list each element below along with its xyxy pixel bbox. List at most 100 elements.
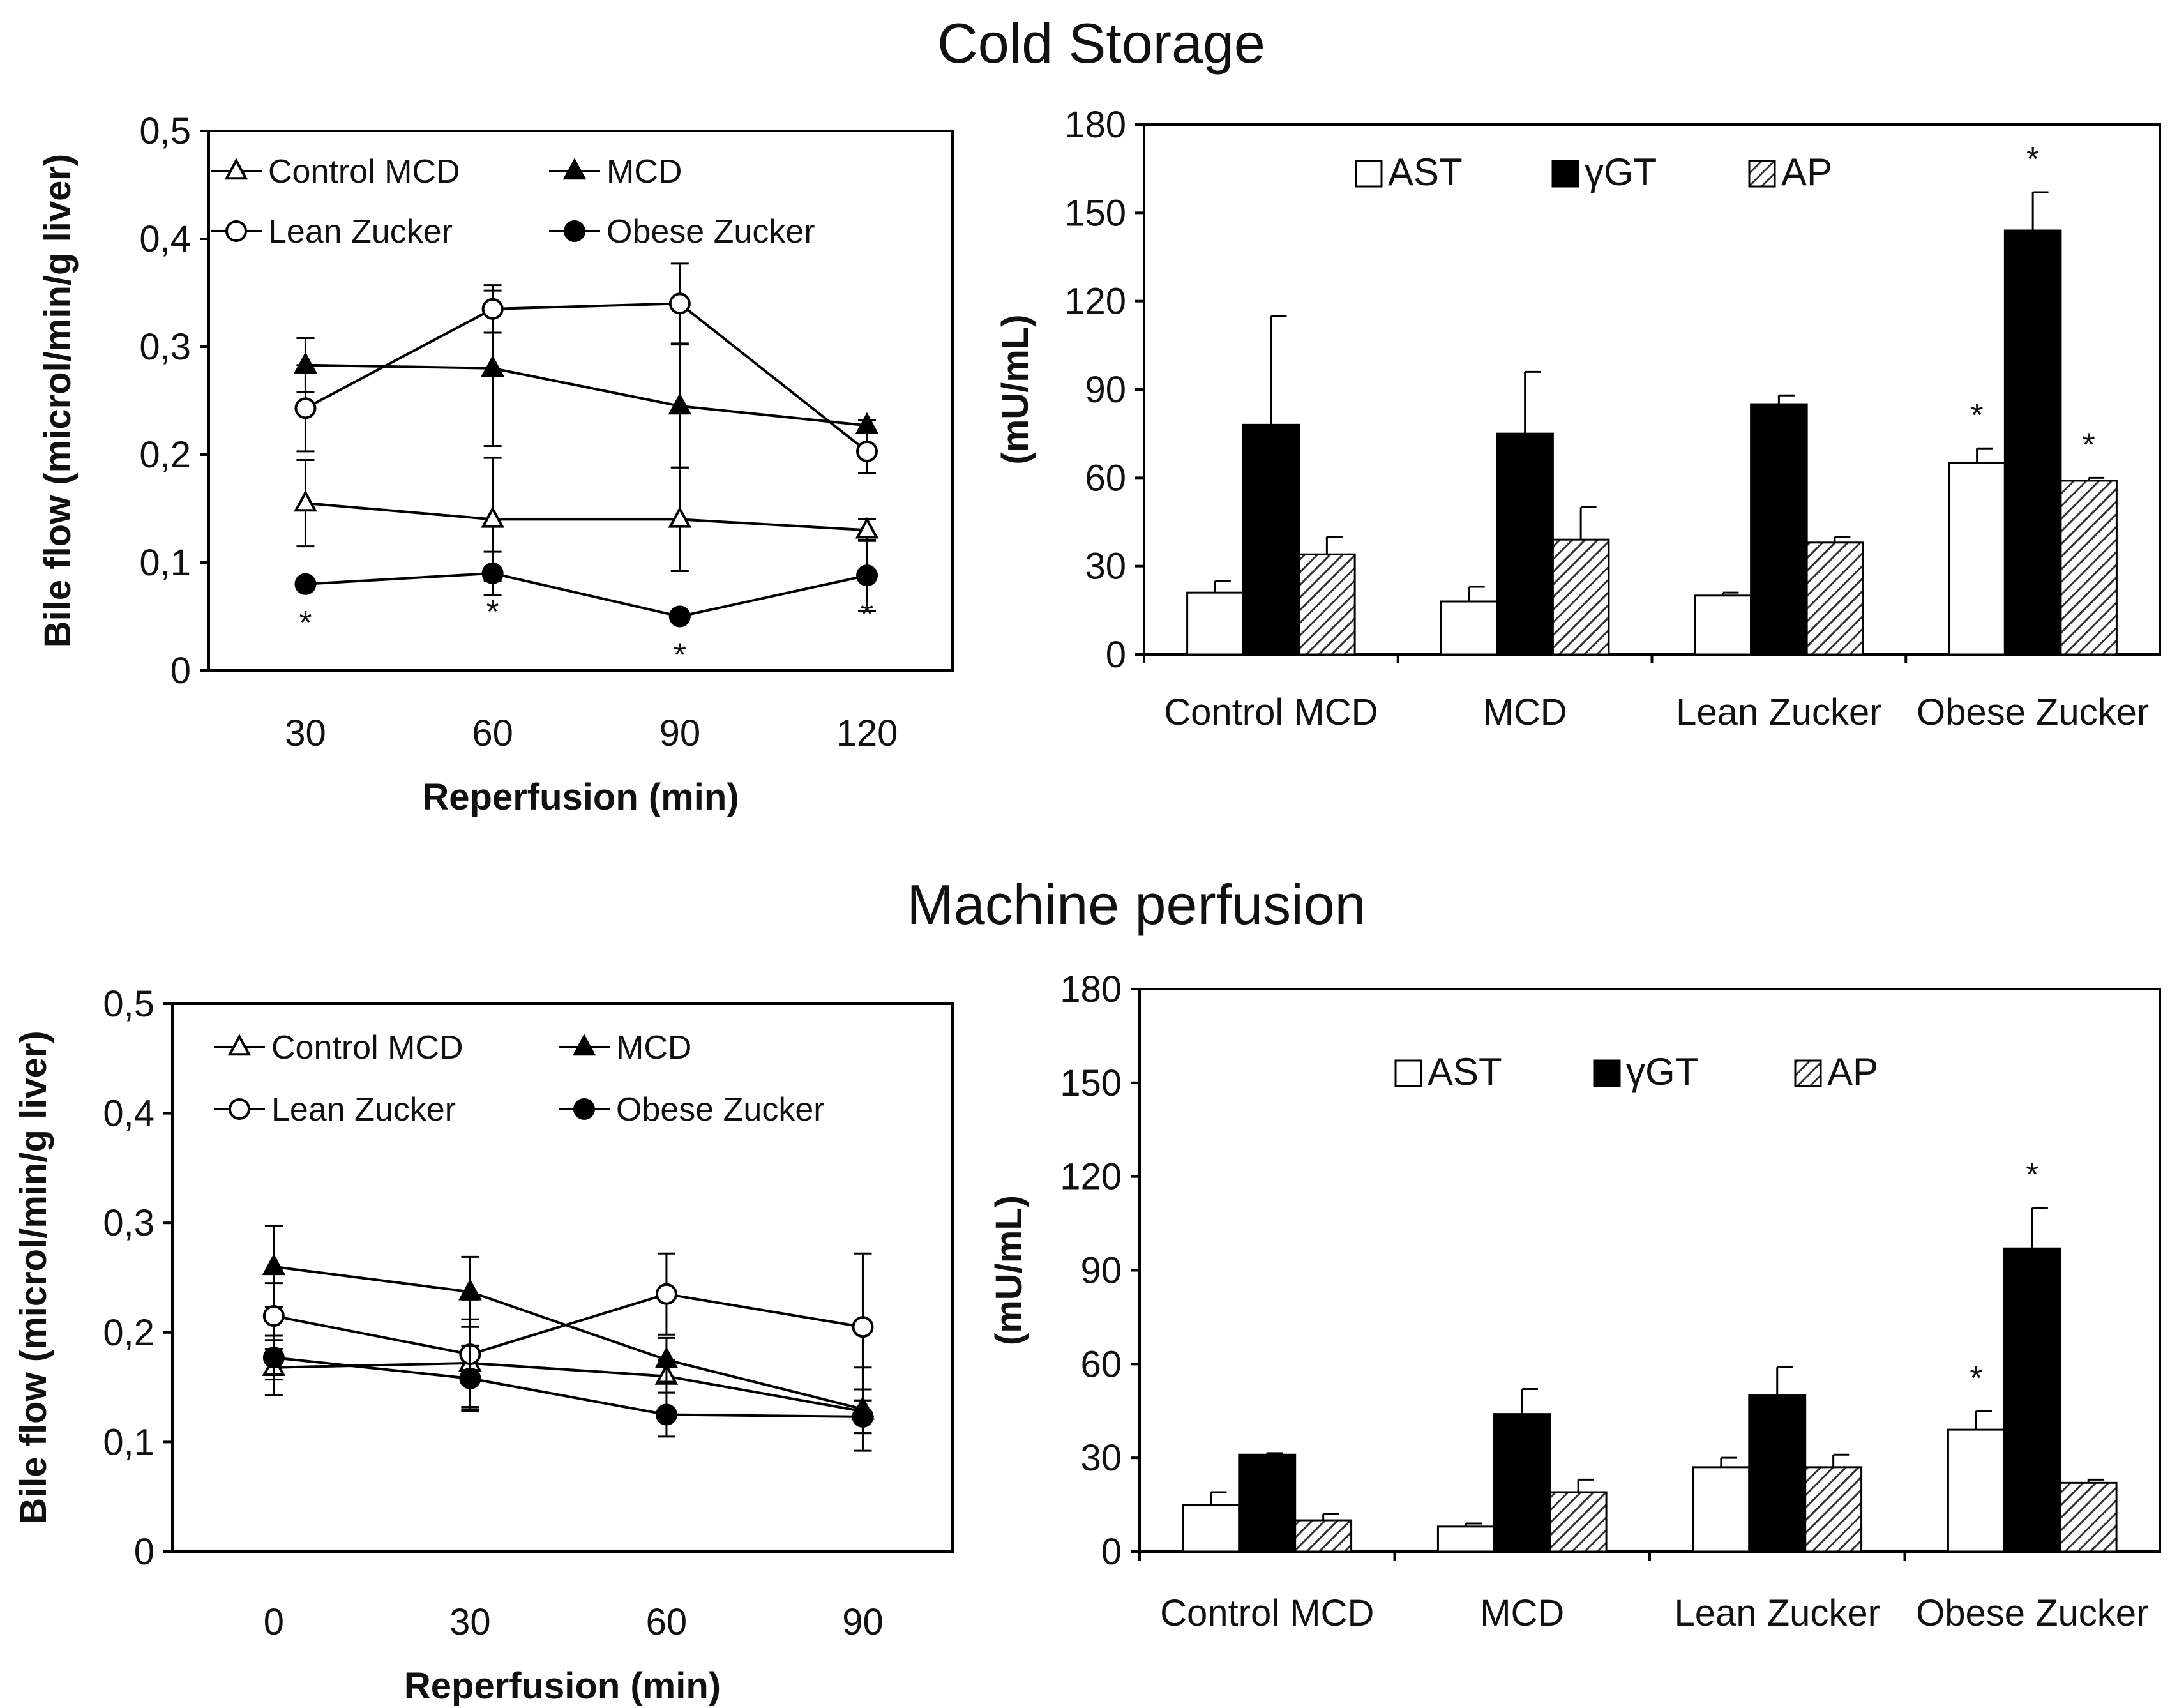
y-tick-label: 180 xyxy=(1060,969,1122,1010)
data-point-obese-zucker xyxy=(262,1347,285,1369)
legend-item-control-mcd: Control MCD xyxy=(211,153,460,190)
legend-swatch xyxy=(1551,160,1579,188)
legend-marker xyxy=(225,220,247,242)
bar-ast-mcd xyxy=(1440,600,1498,656)
bar-ggt-mcd xyxy=(1496,432,1554,656)
bar-ast-lean-zucker xyxy=(1692,1466,1751,1553)
y-tick-label: 0,2 xyxy=(103,1312,154,1354)
section-title-cold-storage: Cold Storage xyxy=(937,11,1265,75)
bar-ast-obese-zucker xyxy=(1948,462,2006,656)
legend-marker xyxy=(573,1098,595,1120)
legend-label: γGT xyxy=(1585,151,1657,193)
data-point-lean-zucker xyxy=(655,1283,677,1305)
data-point-control-mcd xyxy=(294,490,317,512)
series-lean-zucker xyxy=(294,262,878,474)
significance-star: * xyxy=(861,596,873,633)
series-line-control-mcd xyxy=(305,502,868,532)
legend-label: AP xyxy=(1827,1050,1878,1093)
legend-label: Obese Zucker xyxy=(616,1091,825,1128)
y-tick-label: 0,5 xyxy=(139,110,191,152)
y-tick-label: 30 xyxy=(1085,546,1126,587)
y-tick-label: 0 xyxy=(1106,634,1126,676)
legend-label: Control MCD xyxy=(271,1029,463,1066)
legend-swatch xyxy=(1794,1059,1822,1087)
bar-ap-lean-zucker xyxy=(1804,1466,1863,1553)
y-tick-label: 30 xyxy=(1080,1437,1122,1479)
significance-star: * xyxy=(2026,1157,2038,1194)
legend-item-mcd: MCD xyxy=(559,1029,691,1066)
series-line-mcd xyxy=(305,363,868,427)
y-tick-label: 0 xyxy=(170,650,191,692)
y-tick-label: 150 xyxy=(1060,1062,1122,1104)
bar-ast-lean-zucker xyxy=(1694,594,1752,656)
data-point-obese-zucker xyxy=(856,564,878,587)
x-tick-label: 30 xyxy=(449,1601,491,1643)
bar-ggt-obese-zucker xyxy=(2003,229,2062,656)
legend-item-control-mcd: Control MCD xyxy=(214,1029,463,1066)
bar-ggt-lean-zucker xyxy=(1750,403,1808,656)
significance-star: * xyxy=(486,594,499,631)
y-tick-label: 0,4 xyxy=(103,1093,154,1135)
category-label: Lean Zucker xyxy=(1675,1592,1880,1634)
data-point-control-mcd xyxy=(855,517,879,539)
legend-label: Control MCD xyxy=(268,153,460,190)
y-tick-label: 0 xyxy=(1101,1531,1122,1573)
category-label: Lean Zucker xyxy=(1676,692,1881,733)
data-point-obese-zucker xyxy=(668,605,691,628)
bar-ast-mcd xyxy=(1436,1525,1495,1553)
legend-label: MCD xyxy=(607,153,682,190)
legend-swatch xyxy=(1748,160,1776,188)
legend-marker xyxy=(564,220,585,242)
y-tick-label: 0,3 xyxy=(103,1202,154,1244)
series-ap: * xyxy=(1298,427,2118,656)
series-line-lean-zucker xyxy=(305,302,868,453)
legend-marker xyxy=(229,1098,250,1120)
legend-item-ggt: γGT xyxy=(1551,151,1657,193)
y-tick-label: 0,1 xyxy=(139,542,191,584)
data-point-mcd xyxy=(481,355,504,377)
category-label: MCD xyxy=(1483,692,1567,733)
legend-marker xyxy=(227,1034,252,1056)
data-point-lean-zucker xyxy=(668,292,691,315)
legend-label: γGT xyxy=(1626,1050,1698,1093)
series-mcd xyxy=(294,289,879,469)
y-tick-label: 0,2 xyxy=(139,434,191,476)
data-point-obese-zucker xyxy=(481,562,504,584)
x-tick-label: 0 xyxy=(264,1601,284,1643)
legend-label: Lean Zucker xyxy=(271,1091,456,1128)
series-ggt: * xyxy=(1238,1157,2061,1553)
series-ggt: * xyxy=(1242,141,2062,656)
bar-ap-control-mcd xyxy=(1298,553,1356,656)
plot-frame xyxy=(171,1002,954,1553)
legend-marker xyxy=(572,1034,596,1056)
bar-ggt-obese-zucker xyxy=(2003,1247,2061,1553)
bar-ast-obese-zucker xyxy=(1947,1428,2005,1553)
x-tick-label: 90 xyxy=(842,1601,884,1643)
x-tick-label: 60 xyxy=(646,1601,688,1643)
bar-ap-mcd xyxy=(1549,1491,1608,1553)
series-line-lean-zucker xyxy=(273,1292,863,1356)
series-ap xyxy=(1294,1453,2118,1553)
legend-item-lean-zucker: Lean Zucker xyxy=(211,213,453,250)
x-tick-label: 120 xyxy=(836,713,898,754)
data-point-lean-zucker xyxy=(294,397,317,419)
y-tick-label: 180 xyxy=(1064,104,1126,146)
category-label: Obese Zucker xyxy=(1917,692,2149,733)
bar-ap-obese-zucker xyxy=(2059,1481,2118,1553)
category-label: Control MCD xyxy=(1164,692,1378,733)
legend-swatch xyxy=(1394,1059,1422,1087)
x-tick-label: 30 xyxy=(285,713,326,754)
category-label: Control MCD xyxy=(1160,1592,1374,1634)
y-tick-label: 120 xyxy=(1064,281,1126,322)
significance-star: * xyxy=(1970,1360,1982,1397)
legend-label: MCD xyxy=(616,1029,691,1066)
legend-label: AP xyxy=(1781,151,1832,193)
y-axis-title: Bile flow (microl/min/g liver) xyxy=(37,154,79,647)
machine-perfusion-bile-flow-chart: 0 0,1 0,2 0,3 0,4 0,5 0 30 60 90 Reperfusion (min)… xyxy=(13,983,954,1707)
significance-star: * xyxy=(1970,397,1983,434)
significance-star: * xyxy=(299,605,312,642)
significance-star: * xyxy=(2083,427,2095,464)
legend-item-ap: AP xyxy=(1794,1050,1878,1093)
y-tick-label: 0,1 xyxy=(103,1421,154,1463)
bar-ap-control-mcd xyxy=(1294,1519,1353,1553)
